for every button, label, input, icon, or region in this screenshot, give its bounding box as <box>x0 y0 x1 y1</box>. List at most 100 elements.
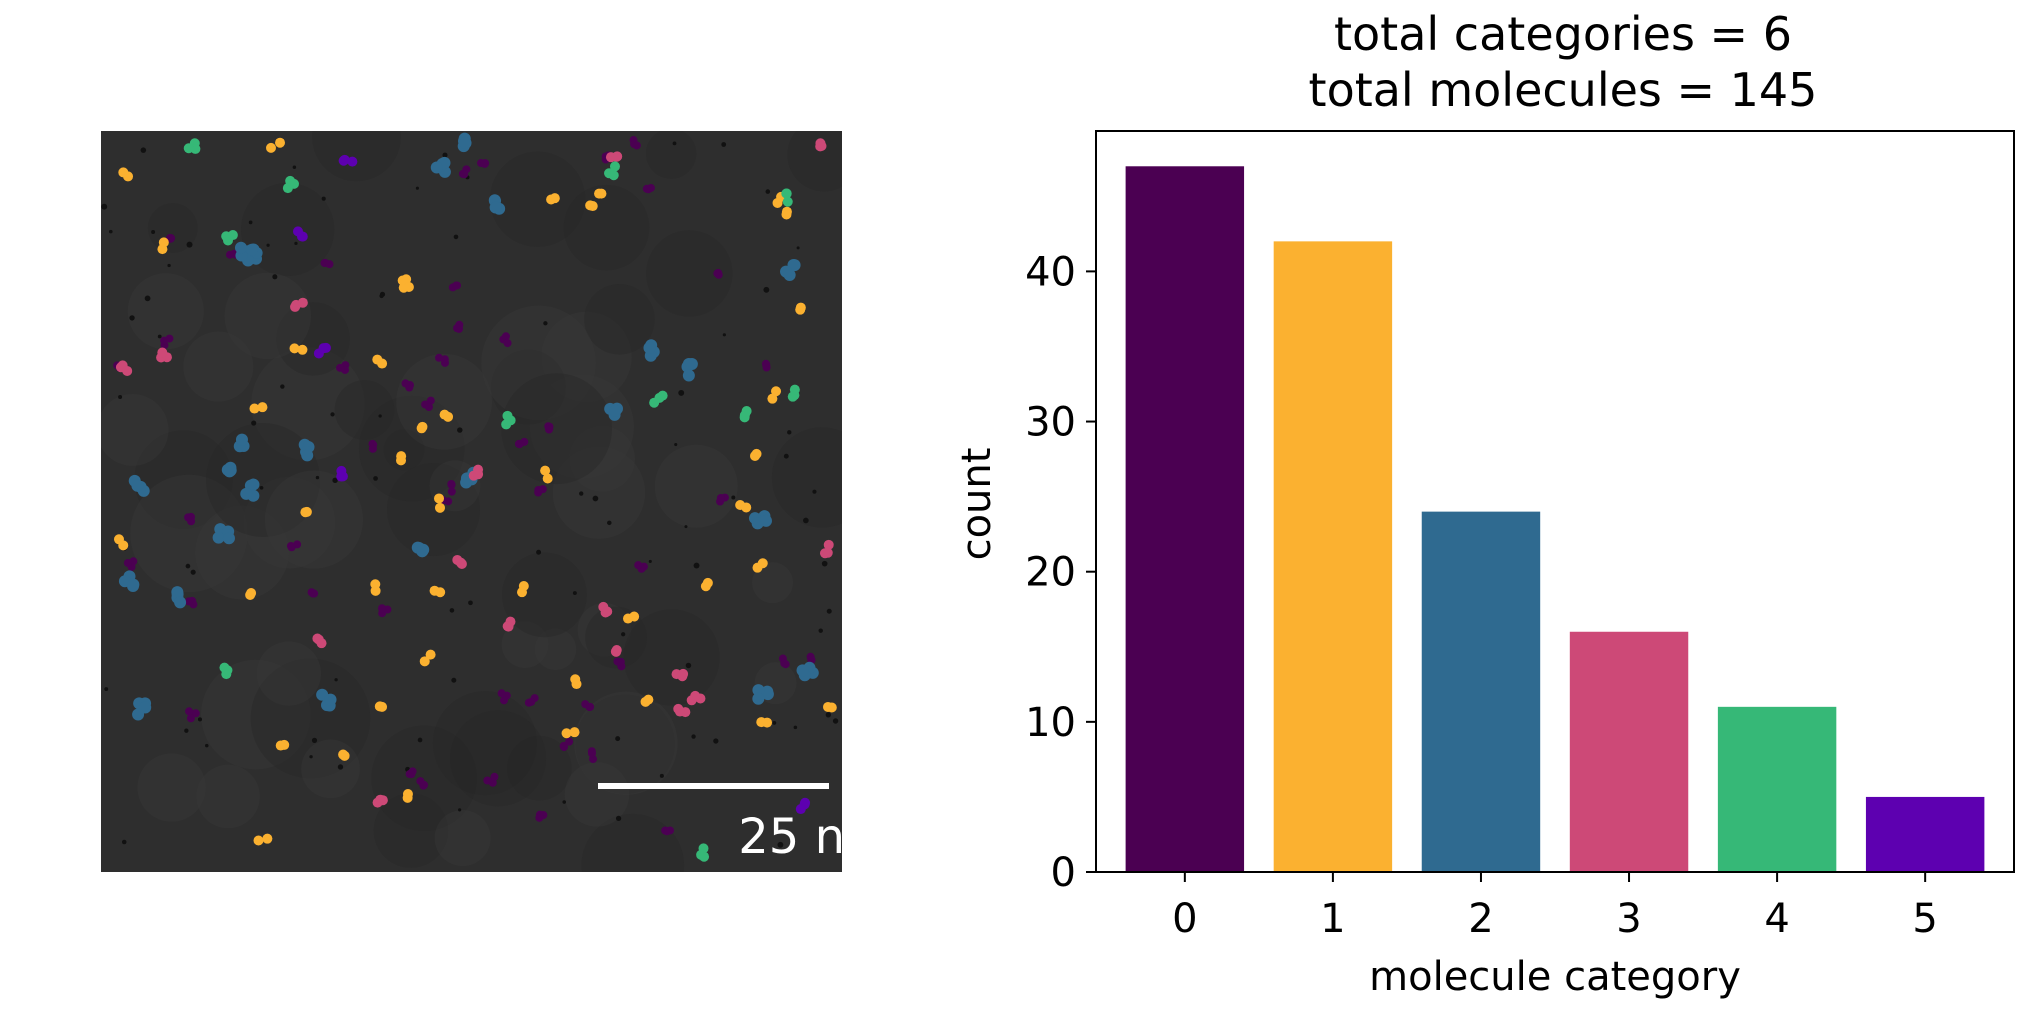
molecule-category-0 <box>448 281 462 292</box>
background-speck <box>190 569 196 575</box>
background-texture <box>432 691 537 796</box>
molecule-category-2 <box>748 510 772 530</box>
molecule-category-0 <box>581 700 595 712</box>
y-tick-label: 30 <box>1025 400 1076 446</box>
background-speck <box>337 764 344 770</box>
molecule-category-1 <box>434 493 445 513</box>
background-speck <box>185 563 191 569</box>
molecule-category-3 <box>686 690 706 706</box>
background-texture <box>491 349 566 425</box>
molecule-category-0 <box>514 437 529 449</box>
molecule-category-1 <box>396 451 407 466</box>
molecule-category-0 <box>483 772 499 787</box>
molecule-category-1 <box>370 579 381 596</box>
molecule-category-0 <box>184 596 198 609</box>
molecule-category-4 <box>183 138 201 154</box>
bar-category-1 <box>1273 241 1393 873</box>
background-texture <box>373 793 449 868</box>
molecule-category-3 <box>372 794 388 808</box>
background-speck <box>379 293 384 299</box>
molecule-category-2 <box>752 684 774 705</box>
background-texture <box>552 446 646 539</box>
molecule-category-0 <box>716 493 729 506</box>
background-speck <box>140 147 147 153</box>
molecule-category-2 <box>643 339 660 362</box>
background-speck <box>543 321 548 326</box>
molecule-category-3 <box>819 539 834 559</box>
background-texture <box>101 393 169 466</box>
molecule-category-2 <box>128 474 150 497</box>
background-texture <box>137 753 206 822</box>
background-texture <box>371 725 477 831</box>
background-speck <box>691 734 696 739</box>
background-speck <box>272 274 278 280</box>
molecule-category-1 <box>300 506 312 518</box>
background-texture <box>224 272 312 360</box>
background-speck <box>101 203 108 210</box>
background-speck <box>562 800 567 804</box>
background-texture <box>312 131 401 182</box>
molecule-category-4 <box>221 230 238 246</box>
molecule-category-0 <box>458 165 471 179</box>
background-texture <box>183 331 254 402</box>
molecule-category-1 <box>546 193 560 205</box>
background-speck <box>763 286 770 293</box>
background-texture <box>206 423 321 538</box>
background-texture <box>575 694 675 794</box>
molecule-category-0 <box>185 707 200 723</box>
background-speck <box>796 246 800 250</box>
molecule-category-0 <box>421 396 435 411</box>
background-speck <box>672 141 677 146</box>
molecule-category-0 <box>477 159 490 168</box>
molecule-category-1 <box>372 354 388 369</box>
molecule-category-1 <box>253 833 273 846</box>
background-texture <box>623 609 720 706</box>
background-texture <box>501 373 613 485</box>
molecule-category-3 <box>673 703 691 718</box>
molecule-category-3 <box>610 645 622 657</box>
molecule-category-1 <box>429 585 446 598</box>
background-speck <box>812 489 817 494</box>
molecule-category-2 <box>604 402 623 421</box>
molecule-category-0 <box>336 361 350 374</box>
molecule-category-1 <box>795 302 806 315</box>
background-texture <box>771 427 842 528</box>
background-speck <box>684 525 688 529</box>
molecule-category-0 <box>524 694 539 707</box>
background-speck <box>118 395 123 400</box>
background-texture <box>251 347 365 461</box>
background-texture <box>569 426 636 492</box>
molecule-category-3 <box>502 616 516 632</box>
molecule-category-2 <box>411 541 430 558</box>
molecule-category-5 <box>795 797 811 815</box>
background-speck <box>659 773 664 778</box>
background-speck <box>315 475 320 480</box>
background-speck <box>311 737 318 743</box>
molecule-category-2 <box>316 688 337 712</box>
background-speck <box>607 520 612 526</box>
background-speck <box>572 591 577 596</box>
molecule-category-0 <box>559 737 574 752</box>
background-speck <box>415 186 419 190</box>
molecule-category-1 <box>113 534 129 551</box>
molecule-category-0 <box>447 479 456 496</box>
molecule-category-0 <box>497 689 511 705</box>
background-speck <box>777 841 784 848</box>
bar-category-4 <box>1717 706 1837 872</box>
molecule-category-3 <box>815 138 827 152</box>
background-speck <box>451 677 457 683</box>
molecule-category-1 <box>570 674 582 690</box>
background-texture <box>481 305 596 421</box>
y-tick-label: 20 <box>1025 550 1076 596</box>
molecule-category-1 <box>398 281 414 293</box>
molecule-category-2 <box>132 697 152 721</box>
background-speck <box>579 491 584 496</box>
background-speck <box>674 442 678 447</box>
background-texture <box>574 691 678 796</box>
x-tick-label: 0 <box>1172 896 1197 942</box>
molecule-category-4 <box>649 390 668 408</box>
molecule-category-0 <box>499 332 512 348</box>
background-speck <box>167 263 171 268</box>
molecule-category-0 <box>286 540 302 552</box>
molecule-category-4 <box>282 175 300 194</box>
